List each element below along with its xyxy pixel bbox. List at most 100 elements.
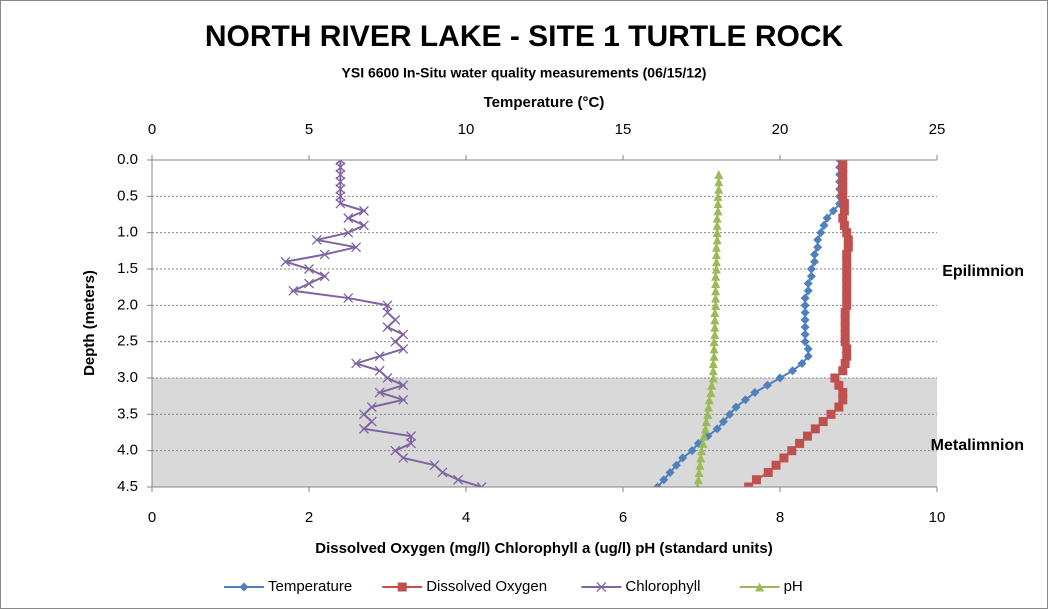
marker [839, 206, 849, 216]
marker [382, 373, 393, 383]
marker [840, 315, 850, 325]
chart-subtitle: YSI 6600 In-Situ water quality measureme… [342, 65, 707, 81]
marker [813, 235, 823, 245]
marker [382, 307, 393, 318]
marker [678, 453, 688, 463]
x2-tick-label: 15 [615, 121, 632, 138]
marker [800, 293, 810, 303]
marker [374, 365, 385, 376]
marker [319, 271, 330, 282]
marker [704, 395, 714, 405]
marker [712, 228, 722, 238]
marker [830, 373, 840, 383]
marker [744, 482, 754, 487]
marker [714, 170, 724, 180]
marker [712, 220, 722, 230]
marker [806, 264, 816, 274]
marker [343, 293, 354, 304]
marker [800, 329, 810, 339]
marker [351, 358, 362, 369]
marker [335, 198, 346, 209]
marker [398, 452, 409, 463]
marker [762, 380, 772, 390]
marker [709, 344, 719, 354]
marker [813, 242, 823, 252]
marker [842, 351, 852, 361]
x-tick-label: 2 [305, 509, 313, 526]
marker [398, 380, 409, 391]
x2-tick-label: 25 [929, 121, 946, 138]
marker [838, 366, 848, 376]
marker [398, 329, 409, 340]
marker [390, 314, 401, 325]
marker [819, 220, 829, 230]
marker [710, 308, 720, 318]
marker [695, 482, 700, 487]
marker [842, 344, 852, 354]
y-tick-label: 3.0 [117, 369, 138, 386]
y-tick-label: 1.5 [117, 260, 138, 277]
marker [840, 329, 850, 339]
marker [701, 417, 711, 427]
marker [750, 388, 760, 398]
marker [699, 431, 709, 441]
marker [693, 475, 703, 485]
marker [810, 424, 820, 434]
marker [712, 213, 722, 223]
marker [695, 460, 705, 470]
marker [838, 388, 848, 398]
x2-tick-label: 0 [148, 121, 156, 138]
chart-title: NORTH RIVER LAKE - SITE 1 TURTLE ROCK [205, 20, 844, 53]
marker [698, 438, 708, 448]
marker [335, 191, 346, 202]
marker [710, 315, 720, 325]
marker [453, 474, 464, 485]
legend-label: Temperature [268, 578, 352, 595]
marker [838, 213, 848, 223]
marker [709, 337, 719, 347]
marker [828, 206, 838, 216]
marker [751, 475, 761, 485]
marker [706, 388, 716, 398]
marker [709, 351, 719, 361]
legend-label: pH [784, 578, 803, 595]
annotation: Epilimnion [942, 263, 1024, 280]
x-tick-label: 8 [776, 509, 784, 526]
marker [343, 213, 354, 224]
marker [374, 387, 385, 398]
marker [711, 271, 721, 281]
marker [838, 177, 848, 187]
marker [718, 417, 728, 427]
marker [788, 366, 798, 376]
marker [382, 300, 393, 311]
marker [711, 242, 721, 252]
marker [713, 191, 723, 201]
marker [800, 337, 810, 347]
marker [712, 235, 722, 245]
marker [671, 460, 681, 470]
y-axis-label: Depth (meters) [81, 270, 98, 376]
marker [335, 160, 346, 165]
marker [842, 271, 852, 281]
y-tick-label: 4.0 [117, 442, 138, 459]
marker [763, 467, 773, 477]
marker [787, 446, 797, 456]
marker [700, 424, 710, 434]
axes-layer: 0.0 0.5 1.0 1.5 2.0 2.5 3.0 3.5 4.0 4.5 0 2 4 6 8 10 0 5 1… [117, 121, 945, 526]
x-tick-label: 10 [929, 509, 946, 526]
marker [803, 344, 813, 354]
marker [842, 286, 852, 296]
y-tick-label: 2.0 [117, 296, 138, 313]
legend-label: Chlorophyll [625, 578, 700, 595]
marker [840, 322, 850, 332]
marker [755, 582, 765, 592]
marker [810, 257, 820, 267]
marker [437, 467, 448, 478]
marker [708, 358, 718, 368]
marker [397, 582, 407, 592]
marker [711, 249, 721, 259]
x2-axis-label: Temperature (°C) [484, 94, 605, 111]
marker [366, 402, 377, 413]
marker [842, 279, 852, 289]
marker [708, 373, 718, 383]
